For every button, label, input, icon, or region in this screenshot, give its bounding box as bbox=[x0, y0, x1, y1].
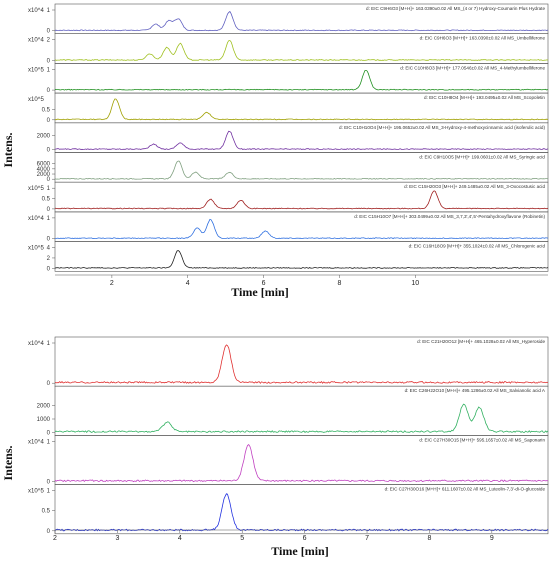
y-scale-label: x10^4 bbox=[28, 216, 44, 222]
bottom-y-axis-title: Intens. bbox=[1, 445, 15, 480]
y-tick-label: 1000 bbox=[37, 417, 51, 423]
y-scale-label: x10^4 bbox=[28, 341, 44, 347]
series-label: d: EIC C9H10O5 [M+H]+ 199.0601±0.02 All … bbox=[419, 155, 545, 160]
y-tick-label: 0 bbox=[47, 529, 51, 535]
bottom-chromatogram-panel: d: EIC C21H20O12 [M+H]+ 465.1028±0.02 Al… bbox=[28, 336, 549, 542]
y-tick-label: 1 bbox=[47, 67, 51, 73]
y-tick-label: 0 bbox=[47, 177, 51, 183]
subplot-frame bbox=[54, 435, 549, 485]
y-tick-label: 0 bbox=[47, 29, 51, 35]
y-scale-label: x10^5 bbox=[28, 186, 44, 192]
y-tick-label: 1 bbox=[47, 216, 51, 222]
y-tick-label: 0 bbox=[47, 118, 51, 124]
x-tick-label: 2 bbox=[110, 280, 114, 287]
y-tick-label: 0 bbox=[47, 430, 51, 436]
y-tick-label: 1 bbox=[47, 8, 51, 14]
series-label: d: EIC C15H10O7 [M+H]+ 303.0499±0.02 All… bbox=[354, 214, 545, 219]
series-label: d: EIC C21H20O12 [M+H]+ 465.1028±0.02 Al… bbox=[417, 339, 545, 344]
y-tick-label: 1 bbox=[47, 489, 51, 495]
y-tick-label: 0 bbox=[47, 148, 51, 154]
y-tick-label: 0 bbox=[47, 207, 51, 213]
chromatogram-trace bbox=[54, 130, 549, 150]
y-tick-label: 1 bbox=[47, 186, 51, 192]
y-scale-label: x10^4 bbox=[28, 8, 44, 14]
x-tick-label: 7 bbox=[365, 535, 369, 542]
series-label: d: EIC C27H30O15 [M+H]+ 595.1657±0.02 Al… bbox=[419, 437, 545, 442]
series-label: d: EIC C16H18O9 [M+H]+ 355.1024±0.02 All… bbox=[409, 244, 546, 249]
subplot-frame bbox=[54, 385, 549, 436]
y-tick-label: 0 bbox=[47, 58, 51, 64]
y-tick-label: 0.5 bbox=[42, 509, 51, 515]
series-label: d: EIC C9H6O3 [M+H]+ 163.0390±0.02 All M… bbox=[366, 6, 545, 11]
y-tick-label: 2000 bbox=[37, 172, 51, 178]
subplot-frame bbox=[54, 484, 549, 535]
y-scale-label: x10^5 bbox=[28, 246, 44, 252]
series-label: d: EIC C15H20O3 [M+H]+ 249.1485±0.02 All… bbox=[404, 184, 545, 189]
chromatogram-trace bbox=[54, 444, 549, 483]
top-y-axis-title: Intens. bbox=[1, 132, 15, 167]
chromatogram-trace bbox=[54, 160, 549, 180]
y-scale-label: x10^5 bbox=[28, 97, 44, 103]
x-tick-label: 6 bbox=[303, 535, 307, 542]
subplot-frame bbox=[54, 336, 549, 387]
y-scale-label: x10^5 bbox=[28, 489, 44, 495]
y-tick-label: 6000 bbox=[37, 162, 51, 168]
y-scale-label: x10^4 bbox=[28, 439, 44, 445]
x-tick-label: 9 bbox=[490, 535, 494, 542]
chromatogram-trace bbox=[54, 493, 549, 532]
y-scale-label: x10^5 bbox=[28, 67, 44, 73]
chromatogram-trace bbox=[54, 218, 549, 240]
x-tick-label: 3 bbox=[115, 535, 119, 542]
y-tick-label: 4000 bbox=[37, 167, 51, 173]
y-tick-label: 0 bbox=[47, 237, 51, 243]
y-tick-label: 2000 bbox=[37, 134, 51, 140]
chromatogram-trace bbox=[54, 250, 549, 269]
y-tick-label: 0 bbox=[47, 88, 51, 94]
chromatogram-trace bbox=[54, 69, 549, 91]
x-tick-label: 4 bbox=[178, 535, 182, 542]
chromatogram-trace bbox=[54, 344, 549, 384]
series-label: d: EIC C26H22O10 [M+H]+ 495.1286±0.02 Al… bbox=[405, 388, 546, 393]
y-tick-label: 1 bbox=[47, 341, 51, 347]
y-tick-label: 2000 bbox=[37, 404, 51, 410]
series-label: d: EIC C27H30O16 [M+H]+ 611.1607±0.02 Al… bbox=[385, 487, 546, 492]
chromatogram-trace bbox=[54, 190, 549, 210]
x-tick-label: 2 bbox=[53, 535, 57, 542]
chromatogram-trace bbox=[54, 10, 549, 32]
x-tick-label: 5 bbox=[240, 535, 244, 542]
subplot-frame bbox=[54, 241, 549, 272]
y-tick-label: 0 bbox=[47, 480, 51, 486]
bottom-x-axis-title: Time [min] bbox=[271, 544, 328, 558]
x-tick-label: 8 bbox=[427, 535, 431, 542]
x-tick-label: 6 bbox=[262, 280, 266, 287]
y-tick-label: 0.5 bbox=[42, 197, 51, 203]
y-tick-label: 0.5 bbox=[42, 107, 51, 113]
y-tick-label: 0 bbox=[47, 381, 51, 387]
y-scale-label: x10^4 bbox=[28, 38, 44, 44]
y-tick-label: 2 bbox=[47, 38, 51, 44]
chromatogram-trace bbox=[54, 40, 549, 61]
series-label: d: EIC C10H10O4 [M+H]+ 195.0652±0.02 All… bbox=[339, 125, 545, 130]
x-tick-label: 10 bbox=[411, 280, 419, 287]
chromatogram-trace bbox=[55, 98, 549, 121]
y-tick-label: 1 bbox=[47, 439, 51, 445]
top-chromatogram-panel: d: EIC C9H6O3 [M+H]+ 163.0390±0.02 All M… bbox=[28, 3, 549, 287]
series-label: d: EIC C9H6O3 [M+H]+ 163.0390±0.02 All M… bbox=[420, 36, 546, 41]
y-tick-label: 2 bbox=[47, 256, 51, 262]
x-tick-label: 4 bbox=[186, 280, 190, 287]
series-label: d: EIC C10H8O4 [M+H]+ 193.0495±0.02 All … bbox=[424, 95, 545, 100]
chromatogram-trace bbox=[54, 403, 549, 434]
x-tick-label: 8 bbox=[337, 280, 341, 287]
series-label: d: EIC C10H8O3 [M+H]+ 177.0546±0.02 All … bbox=[400, 65, 545, 70]
y-tick-label: 4 bbox=[47, 246, 51, 252]
y-tick-label: 0 bbox=[47, 266, 51, 272]
top-x-axis-title: Time [min] bbox=[231, 285, 288, 299]
